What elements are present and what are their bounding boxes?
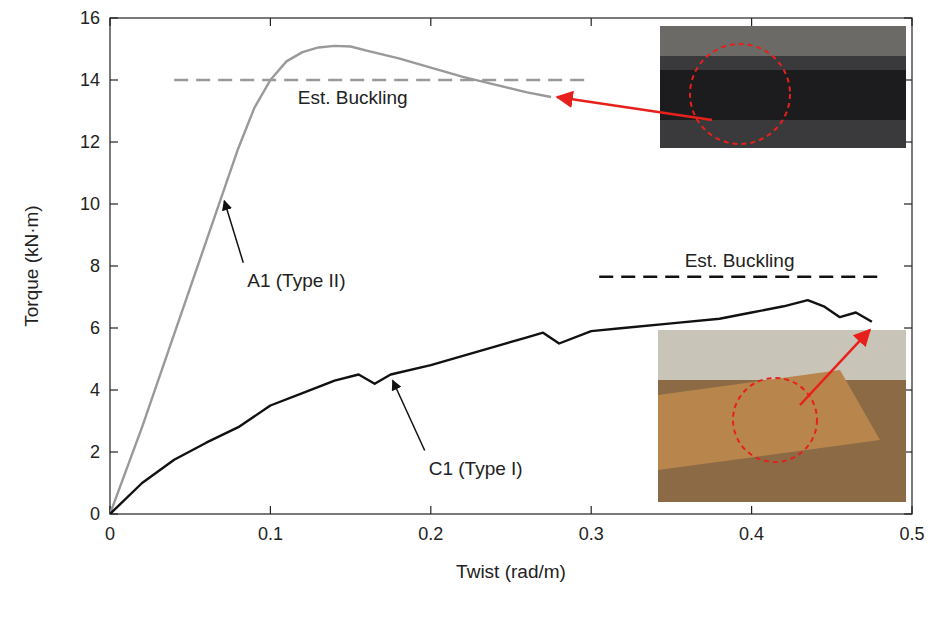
y-tick	[904, 17, 912, 18]
y-tick	[110, 141, 118, 142]
y-tick-label: 10	[80, 194, 100, 214]
series-label: A1 (Type II)	[247, 270, 345, 291]
x-tick	[911, 18, 912, 26]
series-line	[110, 46, 551, 514]
x-tick	[591, 506, 592, 514]
y-tick-label: 6	[90, 318, 100, 338]
x-tick	[109, 18, 110, 26]
annotation-arrow	[393, 381, 425, 451]
photo-inset	[660, 26, 906, 148]
y-tick	[110, 451, 118, 452]
annotation-arrow	[224, 201, 243, 263]
x-tick	[270, 506, 271, 514]
y-tick	[904, 265, 912, 266]
x-axis-title: Twist (rad/m)	[456, 561, 566, 582]
y-tick	[904, 327, 912, 328]
y-axis-title: Torque (kN·m)	[21, 205, 42, 326]
photo-specimen	[658, 370, 880, 470]
plot-frame	[110, 18, 912, 514]
y-tick-label: 8	[90, 256, 100, 276]
buckling-label: Est. Buckling	[685, 250, 795, 271]
photo-specimen	[660, 70, 906, 120]
y-tick	[904, 203, 912, 204]
y-tick-label: 0	[90, 504, 100, 524]
y-tick	[904, 513, 912, 514]
buckling-label: Est. Buckling	[298, 87, 408, 108]
x-tick-label: 0	[105, 524, 115, 544]
buckling-line	[599, 276, 880, 279]
photo-arrow	[800, 330, 870, 405]
series-label: C1 (Type I)	[429, 458, 523, 479]
x-tick	[430, 506, 431, 514]
y-tick	[110, 265, 118, 266]
x-tick-label: 0.1	[258, 524, 283, 544]
y-tick	[110, 17, 118, 18]
photo-highlight	[690, 44, 790, 144]
x-tick	[751, 18, 752, 26]
x-tick	[911, 506, 912, 514]
y-tick-label: 16	[80, 8, 100, 28]
y-tick	[110, 389, 118, 390]
series-line	[110, 300, 872, 514]
photo-arrow	[557, 97, 712, 120]
y-tick-label: 12	[80, 132, 100, 152]
x-tick	[591, 18, 592, 26]
y-tick-label: 4	[90, 380, 100, 400]
x-tick	[270, 18, 271, 26]
x-tick-label: 0.4	[739, 524, 764, 544]
y-tick	[110, 203, 118, 204]
chart: 0 0.1 0.2 0.3 0.4 0.5 0 2 4 6 8 10 12 14 16 Twist (rad/…	[0, 0, 939, 617]
y-tick	[110, 79, 118, 80]
x-tick	[430, 18, 431, 26]
buckling-line	[174, 79, 591, 82]
y-tick-label: 2	[90, 442, 100, 462]
photo-inset-bg	[658, 330, 906, 380]
photo-inset	[658, 330, 906, 502]
x-tick-label: 0.3	[579, 524, 604, 544]
y-tick-label: 14	[80, 70, 100, 90]
x-tick-label: 0.2	[418, 524, 443, 544]
x-tick-label: 0.5	[899, 524, 924, 544]
photo-inset-bg	[660, 26, 906, 56]
series-group	[110, 46, 872, 514]
photo-highlight	[733, 378, 817, 462]
y-tick	[110, 327, 118, 328]
x-tick	[751, 506, 752, 514]
